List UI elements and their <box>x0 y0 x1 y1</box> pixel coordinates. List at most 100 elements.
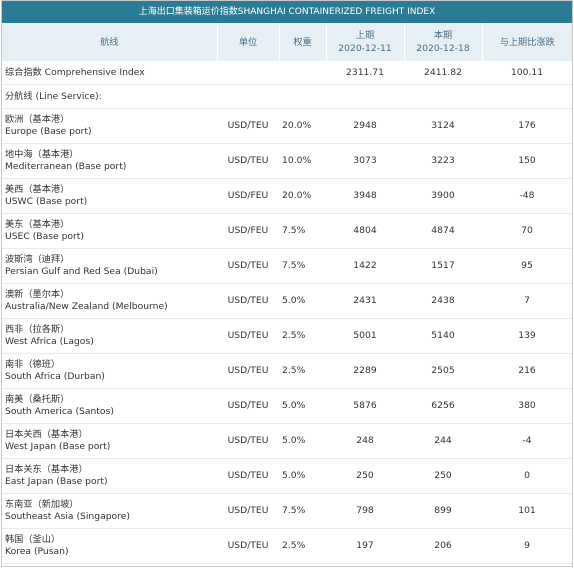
route-change: 9 <box>482 528 572 564</box>
header-route: 航线 <box>2 23 218 61</box>
route-name: 日本关西（基本港） West Japan (Base port) <box>2 423 217 459</box>
route-unit: USD/TEU <box>217 388 279 424</box>
table-row: 东南亚（新加坡） Southeast Asia (Singapore) USD/TE… <box>2 493 572 529</box>
header-unit: 单位 <box>217 23 280 61</box>
route-name: 美东（基本港） USEC (Base port) <box>2 213 217 249</box>
table-title: 上海出口集装箱运价指数SHANGHAI CONTAINERIZED FREIGH… <box>2 1 572 23</box>
route-name: 西非（拉各斯） West Africa (Lagos) <box>2 318 217 354</box>
route-unit: USD/FEU <box>217 213 279 249</box>
route-curr: 244 <box>404 423 482 459</box>
header-change: 与上期比涨跌 <box>482 23 572 61</box>
route-unit: USD/TEU <box>217 283 279 319</box>
table-row: 欧洲（基本港） Europe (Base port) USD/TEU 20.0% 294… <box>2 108 572 144</box>
comprehensive-row: 综合指数 Comprehensive Index 2311.71 2411.82… <box>2 61 572 85</box>
route-curr: 2438 <box>404 283 482 319</box>
route-prev: 1422 <box>326 248 404 284</box>
route-unit: USD/TEU <box>217 423 279 459</box>
route-prev: 5001 <box>326 318 404 354</box>
route-unit: USD/TEU <box>217 528 279 564</box>
route-curr: 206 <box>404 528 482 564</box>
route-name-en: South America (Santos) <box>5 406 114 417</box>
route-weight: 7.5% <box>279 213 326 249</box>
table-row: 美东（基本港） USEC (Base port) USD/FEU 7.5% 4804 48… <box>2 213 572 249</box>
table-row: 地中海（基本港） Mediterranean (Base port) USD/TEU… <box>2 143 572 179</box>
route-weight: 2.5% <box>279 318 326 354</box>
route-unit: USD/TEU <box>217 143 279 179</box>
route-name: 东南亚（新加坡） Southeast Asia (Singapore) <box>2 493 217 529</box>
route-change: 0 <box>482 458 572 494</box>
table-row: 日本关西（基本港） West Japan (Base port) USD/TEU 5.… <box>2 423 572 459</box>
route-weight: 2.5% <box>279 353 326 389</box>
route-name-en: Europe (Base port) <box>5 126 92 137</box>
route-name: 韩国（釜山） Korea (Pusan) <box>2 528 217 564</box>
route-change: 150 <box>482 143 572 179</box>
route-name-en: East Japan (Base port) <box>5 476 108 487</box>
section-label: 分航线 (Line Service): <box>2 84 572 109</box>
route-change: 380 <box>482 388 572 424</box>
route-prev: 2431 <box>326 283 404 319</box>
route-name: 欧洲（基本港） Europe (Base port) <box>2 108 217 144</box>
header-row: 航线 单位 权重 上期 2020-12-11 本期 2020-12-18 与上期… <box>2 23 572 61</box>
table-row: 波斯湾（迪拜） Persian Gulf and Red Sea (Dubai) U… <box>2 248 572 284</box>
route-name-zh: 南非（德班） <box>5 359 61 370</box>
route-name-en: USEC (Base port) <box>5 231 84 242</box>
route-name-zh: 澳新（墨尔本） <box>5 289 70 300</box>
comprehensive-curr: 2411.82 <box>404 61 482 85</box>
route-prev: 197 <box>326 528 404 564</box>
route-curr: 3223 <box>404 143 482 179</box>
route-name-en: South Africa (Durban) <box>5 371 105 382</box>
route-name-zh: 波斯湾（迪拜） <box>5 254 70 265</box>
route-weight: 5.0% <box>279 283 326 319</box>
route-name-zh: 东南亚（新加坡） <box>5 499 79 510</box>
route-prev: 248 <box>326 423 404 459</box>
header-curr: 本期 2020-12-18 <box>404 23 483 61</box>
table-row: 南美（桑托斯） South America (Santos) USD/TEU 5.0%… <box>2 388 572 424</box>
route-name: 美西（基本港） USWC (Base port) <box>2 178 217 214</box>
route-prev: 250 <box>326 458 404 494</box>
route-change: -48 <box>482 178 572 214</box>
route-name: 澳新（墨尔本） Australia/New Zealand (Melbourne) <box>2 283 217 319</box>
route-curr: 250 <box>404 458 482 494</box>
route-unit: USD/TEU <box>217 493 279 529</box>
route-curr: 3900 <box>404 178 482 214</box>
header-curr-label: 本期 <box>433 30 453 41</box>
route-change: 7 <box>482 283 572 319</box>
route-name: 波斯湾（迪拜） Persian Gulf and Red Sea (Dubai) <box>2 248 217 284</box>
section-row: 分航线 (Line Service): <box>2 84 572 109</box>
header-prev-label: 上期 <box>355 30 375 41</box>
route-change: 101 <box>482 493 572 529</box>
table-row: 西非（拉各斯） West Africa (Lagos) USD/TEU 2.5% 500… <box>2 318 572 354</box>
route-change: 95 <box>482 248 572 284</box>
comprehensive-name: 综合指数 Comprehensive Index <box>2 61 326 85</box>
route-prev: 798 <box>326 493 404 529</box>
route-weight: 7.5% <box>279 248 326 284</box>
route-name-zh: 美东（基本港） <box>5 219 70 230</box>
route-curr: 6256 <box>404 388 482 424</box>
route-name-en: Mediterranean (Base port) <box>5 161 127 172</box>
route-prev: 5876 <box>326 388 404 424</box>
route-name-en: Korea (Pusan) <box>5 546 69 557</box>
route-weight: 20.0% <box>279 178 326 214</box>
header-prev: 上期 2020-12-11 <box>326 23 405 61</box>
route-weight: 10.0% <box>279 143 326 179</box>
table-row: 韩国（釜山） Korea (Pusan) USD/TEU 2.5% 197 206 9 <box>2 528 572 564</box>
route-curr: 899 <box>404 493 482 529</box>
table-row: 美西（基本港） USWC (Base port) USD/FEU 20.0% 3948 3… <box>2 178 572 214</box>
route-name-zh: 南美（桑托斯） <box>5 394 70 405</box>
header-curr-date: 2020-12-18 <box>416 43 470 54</box>
route-unit: USD/TEU <box>217 248 279 284</box>
route-unit: USD/TEU <box>217 353 279 389</box>
route-weight: 5.0% <box>279 388 326 424</box>
route-unit: USD/TEU <box>217 318 279 354</box>
route-name-en: West Africa (Lagos) <box>5 336 94 347</box>
route-name-zh: 欧洲（基本港） <box>5 114 70 125</box>
table-row: 南非（德班） South Africa (Durban) USD/TEU 2.5% 22… <box>2 353 572 389</box>
route-weight: 7.5% <box>279 493 326 529</box>
table-row: 日本关东（基本港） East Japan (Base port) USD/TEU 5.… <box>2 458 572 494</box>
route-unit: USD/TEU <box>217 108 279 144</box>
route-change: 176 <box>482 108 572 144</box>
route-weight: 5.0% <box>279 458 326 494</box>
route-name-en: Australia/New Zealand (Melbourne) <box>5 301 168 312</box>
route-unit: USD/TEU <box>217 458 279 494</box>
